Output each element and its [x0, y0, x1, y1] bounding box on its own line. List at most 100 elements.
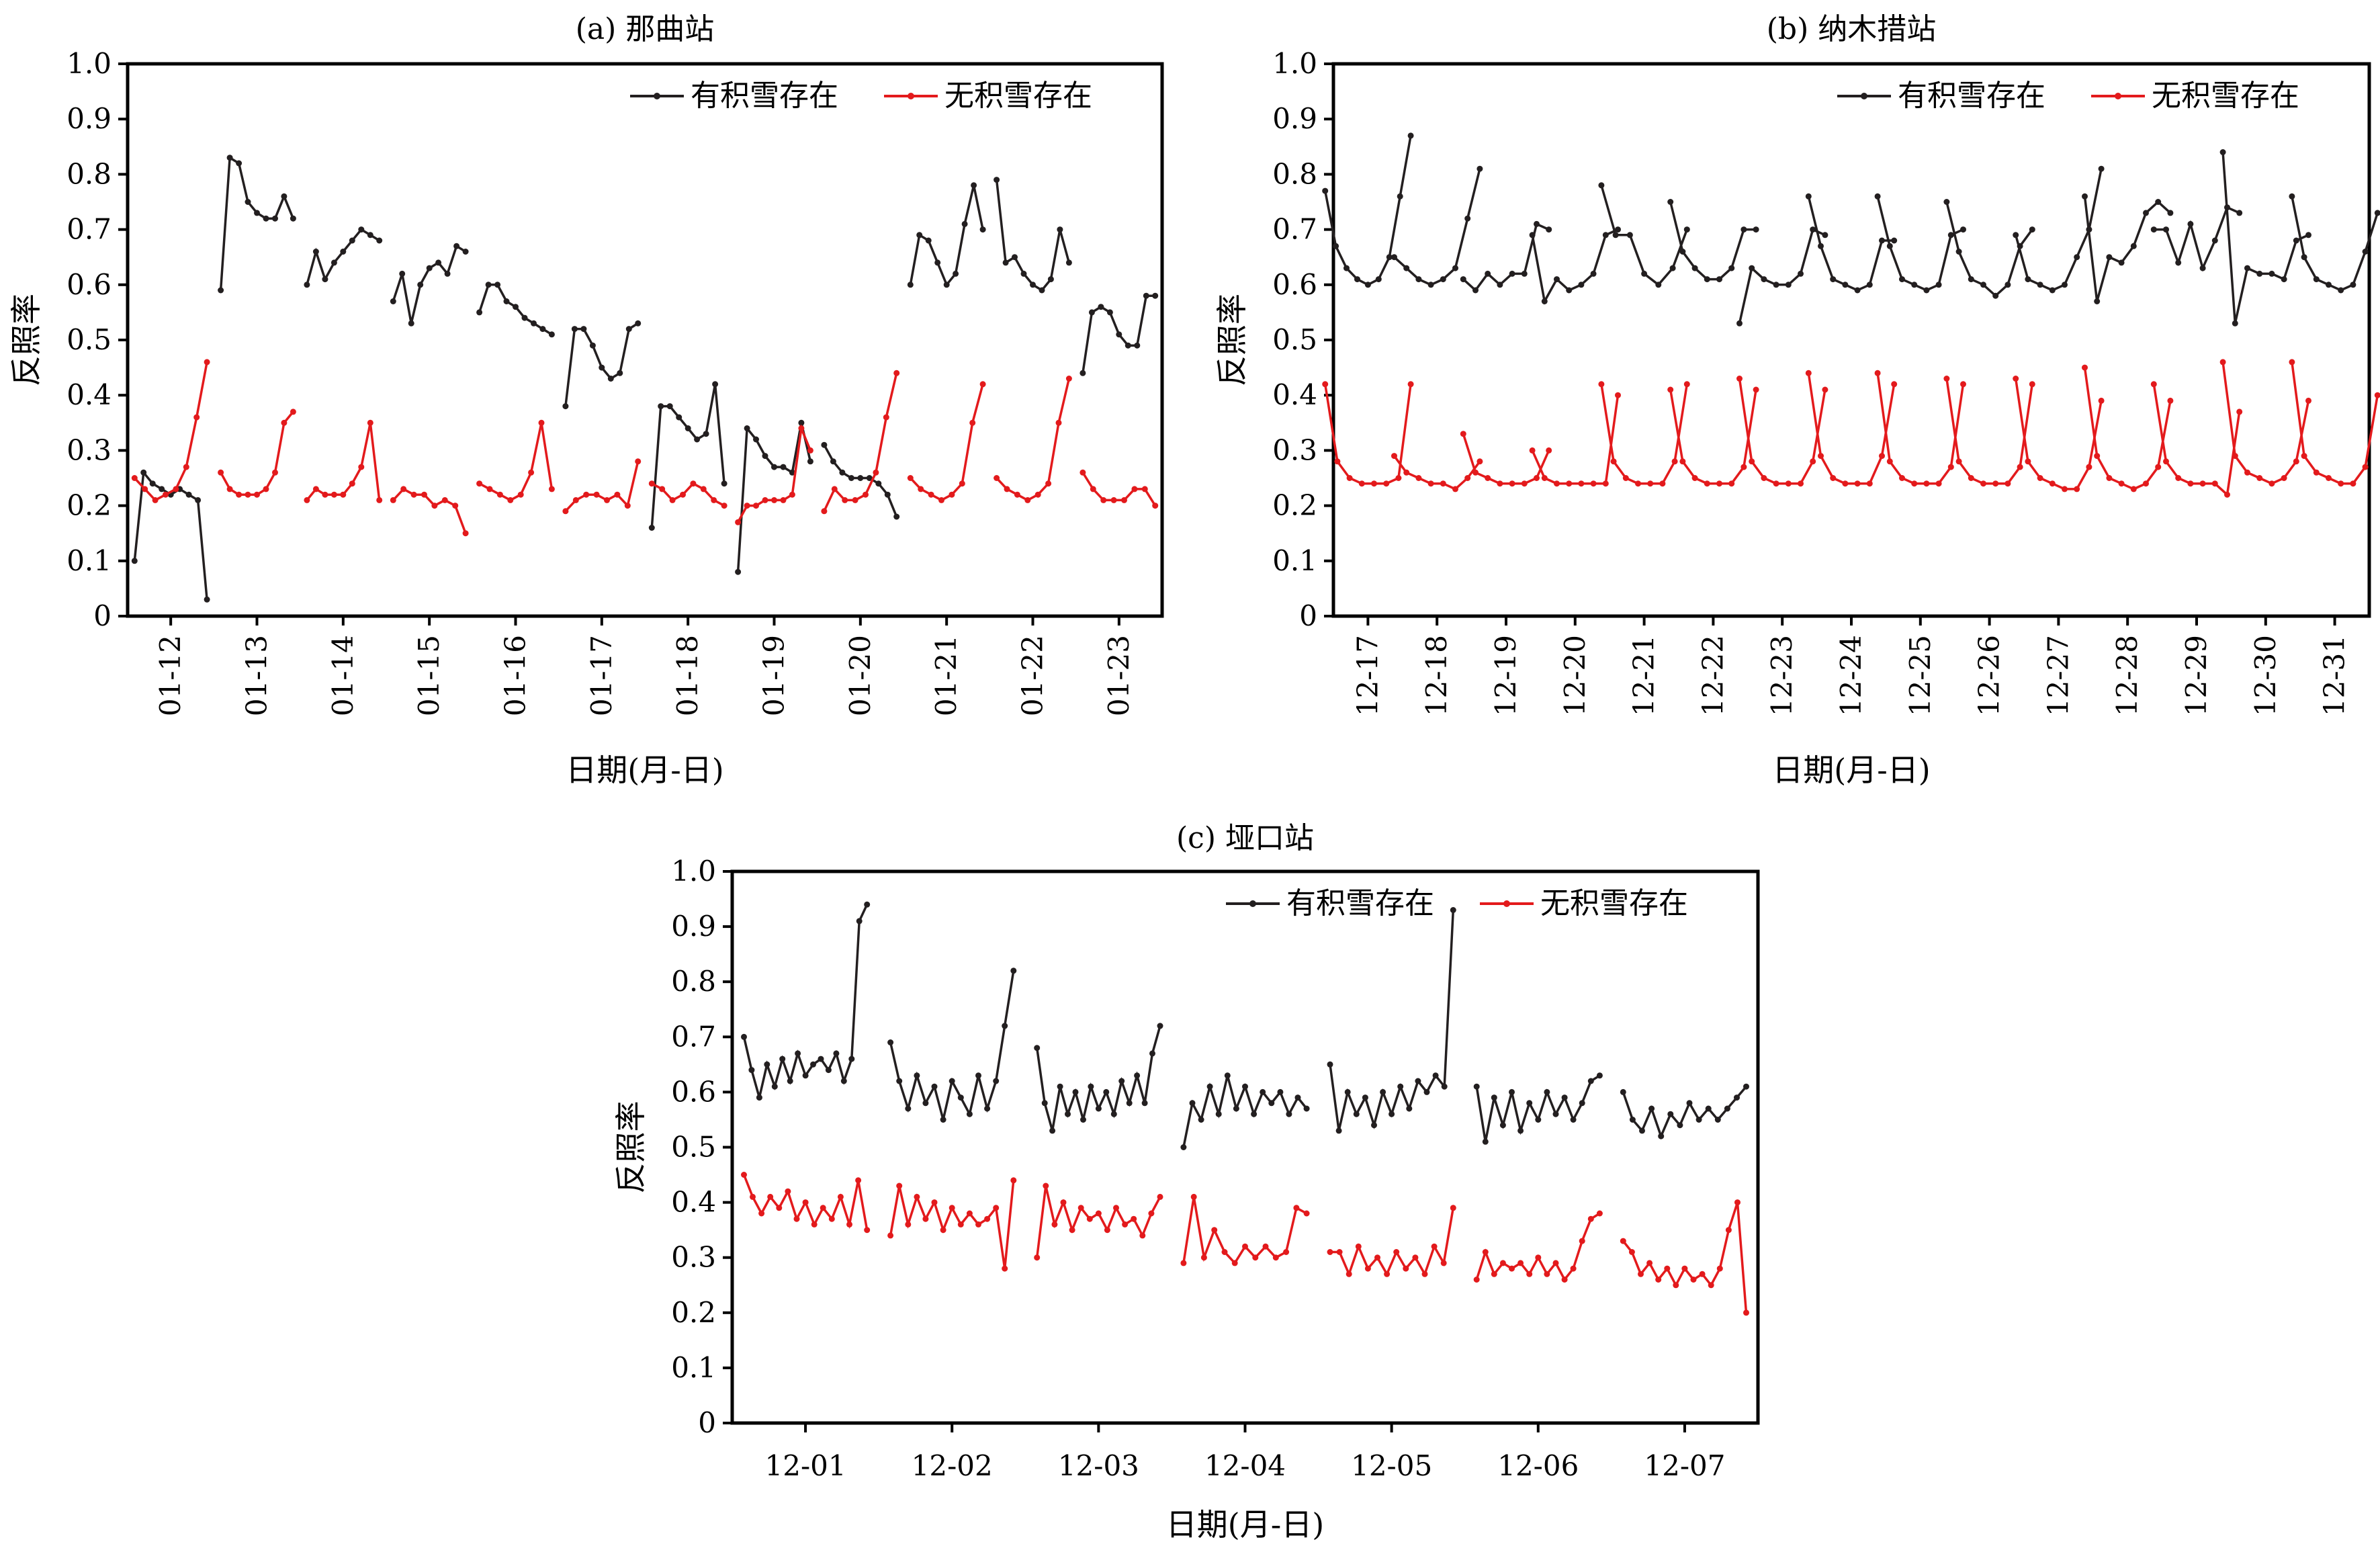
data-point [1030, 282, 1036, 288]
data-point [1578, 282, 1585, 288]
plot-frame [730, 869, 1760, 1425]
data-point [254, 491, 260, 498]
data-point [2338, 287, 2344, 294]
data-point [1477, 458, 1483, 465]
data-point [1681, 1265, 1688, 1272]
data-point [767, 1193, 774, 1200]
data-point [1272, 1254, 1279, 1261]
data-point [2155, 199, 2162, 205]
data-point [1472, 287, 1479, 294]
data-point [979, 226, 986, 233]
data-point [290, 215, 296, 222]
data-point [1100, 497, 1107, 503]
data-point [953, 270, 959, 277]
data-point [1598, 381, 1605, 388]
data-point [744, 425, 750, 431]
data-point [193, 414, 200, 421]
data-point [1728, 265, 1735, 271]
data-point [1427, 282, 1434, 288]
data-point [1403, 1265, 1409, 1272]
data-point [1879, 453, 1885, 460]
data-point [444, 270, 451, 277]
data-point [1704, 276, 1710, 283]
series-line [1945, 202, 2033, 298]
data-point [1206, 1083, 1213, 1090]
data-point [1805, 370, 1812, 376]
data-point [2362, 249, 2369, 255]
data-point [1570, 1117, 1577, 1123]
data-point [330, 491, 337, 498]
data-point [340, 249, 347, 255]
data-point [507, 497, 514, 503]
data-point [856, 918, 863, 924]
data-point [2106, 254, 2113, 261]
data-point [494, 282, 501, 288]
data-point [1397, 193, 1403, 200]
data-point [1034, 1045, 1041, 1051]
data-point [949, 1205, 955, 1211]
series-line [1329, 910, 1455, 1131]
data-point [1980, 480, 1986, 487]
data-point [659, 486, 666, 492]
data-point [583, 491, 590, 498]
data-point [367, 232, 373, 239]
data-point [1546, 447, 1552, 454]
data-point [1554, 276, 1560, 283]
data-point [2143, 210, 2149, 216]
data-point [1935, 480, 1942, 487]
data-point [949, 1078, 955, 1084]
data-point [1716, 276, 1722, 283]
data-point [914, 1072, 920, 1079]
data-point [1891, 381, 1898, 388]
data-point [1955, 249, 1962, 255]
data-point [2236, 210, 2243, 216]
legend: 有积雪存在 无积雪存在 [1837, 79, 2299, 113]
data-point [185, 491, 192, 498]
x-tick-label: 12-26 [1973, 635, 2006, 716]
legend-label: 无积雪存在 [2152, 79, 2299, 113]
data-point [2150, 226, 2157, 233]
x-tick-label: 01-18 [671, 635, 704, 716]
data-point [2256, 475, 2263, 481]
data-point [2049, 287, 2056, 294]
data-point [1785, 480, 1792, 487]
data-point [887, 1039, 894, 1045]
data-point [1403, 469, 1410, 476]
data-point [1590, 480, 1597, 487]
data-point [607, 376, 614, 382]
data-point [1818, 453, 1824, 460]
data-point [358, 464, 365, 470]
data-point [848, 1056, 855, 1062]
data-point [2326, 475, 2332, 481]
data-point [1499, 1122, 1506, 1129]
data-point [1190, 1193, 1197, 1200]
data-point [771, 497, 777, 503]
data-point [390, 298, 396, 304]
data-point [1529, 232, 1536, 239]
data-point [1968, 276, 1974, 283]
data-point [1415, 475, 1422, 481]
data-point [984, 1215, 991, 1222]
data-point [961, 220, 968, 227]
data-point [1231, 1260, 1238, 1266]
x-tick-label: 01-14 [326, 635, 359, 716]
data-point [1724, 1105, 1730, 1112]
data-point [1743, 1309, 1749, 1316]
series-line [1807, 373, 1896, 485]
y-tick-label: 0 [93, 599, 112, 632]
data-point [1620, 1088, 1626, 1095]
data-point [2236, 408, 2243, 415]
data-point [1383, 480, 1390, 487]
series-line [889, 970, 1015, 1120]
data-point [1143, 292, 1149, 299]
data-point [993, 1078, 1000, 1084]
data-point [1546, 226, 1552, 233]
series-snow [1322, 132, 2380, 327]
data-point [1646, 1260, 1653, 1266]
data-point [1391, 453, 1397, 460]
data-point [2305, 232, 2311, 239]
data-point [1552, 1260, 1559, 1266]
data-point [1497, 480, 1503, 487]
data-point [462, 249, 469, 255]
data-point [721, 480, 728, 487]
